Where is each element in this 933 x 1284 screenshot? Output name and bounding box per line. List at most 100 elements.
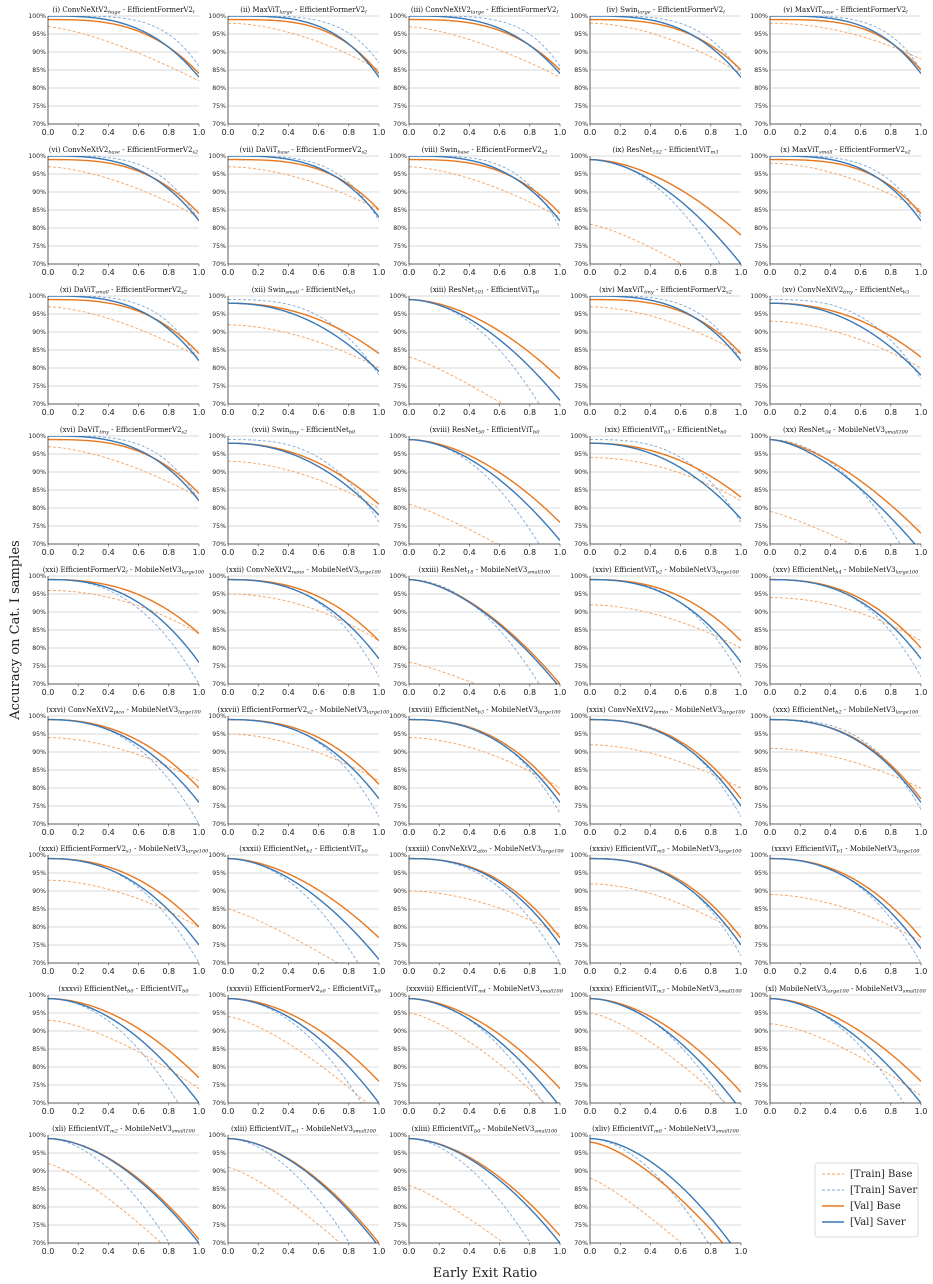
x-tick-label: 0.0	[222, 548, 235, 557]
subplot-title: (xviii) ResNet50 - EfficientViTb0	[430, 426, 541, 436]
series-line-val-base	[770, 302, 921, 358]
y-tick-label: 80%	[212, 785, 226, 792]
x-tick-label: 0.8	[342, 128, 355, 137]
y-tick-label: 90%	[574, 329, 588, 336]
series-group	[228, 857, 379, 963]
x-tick-label: 0.0	[584, 548, 597, 557]
y-tick-label: 70%	[212, 121, 226, 128]
series-line-train-base	[770, 747, 921, 789]
x-axis-label: Early Exit Ratio	[433, 1266, 538, 1281]
subplot-title: (iii) ConvNeXtV2large - EfficientFormerV…	[411, 6, 559, 16]
y-tick-label: 75%	[754, 663, 768, 670]
series-group	[770, 156, 921, 222]
x-tick-label: 0.2	[252, 408, 265, 417]
x-tick-label: 0.2	[794, 967, 807, 976]
series-line-val-saver	[228, 857, 379, 960]
x-tick-label: 1.0	[193, 128, 206, 137]
y-tick-label: 70%	[754, 1100, 768, 1107]
subplot-title: (xxx) EfficientNetb2 - MobileNetV3large1…	[773, 706, 919, 716]
legend-label: [Val] Saver	[850, 1217, 906, 1228]
y-tick-label: 70%	[393, 541, 407, 548]
y-tick-label: 85%	[574, 347, 588, 354]
y-tick-label: 85%	[212, 627, 226, 634]
subplot-13: (xiii) ResNet101 - EfficientViTb0 70% 75% 8…	[389, 286, 566, 417]
series-line-val-base	[409, 578, 560, 684]
series-line-val-saver	[409, 718, 560, 803]
y-tick-label: 95%	[393, 451, 407, 458]
x-tick-label: 0.6	[854, 1107, 867, 1116]
x-tick-label: 0.2	[614, 408, 627, 417]
y-tick-label: 80%	[754, 645, 768, 652]
y-tick-label: 75%	[393, 942, 407, 949]
x-tick-label: 0.6	[854, 128, 867, 137]
y-tick-label: 70%	[393, 261, 407, 268]
series-line-train-base	[590, 223, 683, 264]
x-tick-label: 0.6	[132, 268, 145, 277]
x-tick-label: 0.0	[764, 1107, 777, 1116]
y-tick-label: 90%	[393, 189, 407, 196]
y-tick-label: 90%	[754, 749, 768, 756]
y-tick-label: 80%	[393, 785, 407, 792]
y-tick-label: 100%	[389, 153, 407, 160]
x-tick-label: 0.4	[644, 967, 657, 976]
subplot-19: (xix) EfficientViTb3 - EfficientNetb0 70%…	[570, 426, 747, 557]
y-tick-label: 90%	[212, 469, 226, 476]
y-tick-label: 90%	[754, 329, 768, 336]
series-line-train-saver	[228, 858, 359, 963]
x-tick-label: 0.2	[252, 128, 265, 137]
series-group	[48, 16, 199, 82]
x-tick-label: 0.8	[884, 128, 897, 137]
x-tick-label: 0.4	[824, 268, 837, 277]
y-tick-label: 85%	[32, 347, 46, 354]
x-tick-label: 0.4	[463, 408, 476, 417]
y-tick-label: 90%	[574, 49, 588, 56]
y-tick-label: 70%	[393, 1240, 407, 1247]
x-tick-label: 0.2	[614, 1107, 627, 1116]
legend-label: [Train] Base	[850, 1169, 912, 1180]
y-tick-label: 80%	[754, 505, 768, 512]
y-tick-label: 95%	[393, 1150, 407, 1157]
x-tick-label: 0.8	[704, 128, 717, 137]
y-tick-label: 80%	[574, 225, 588, 232]
y-tick-label: 70%	[32, 1100, 46, 1107]
series-group	[770, 718, 921, 810]
subplot-title: (viii) Swinbase - EfficientFormerV2s2	[422, 146, 548, 156]
y-tick-label: 80%	[32, 225, 46, 232]
y-tick-label: 80%	[32, 505, 46, 512]
y-tick-label: 85%	[754, 767, 768, 774]
series-line-train-base	[228, 908, 339, 963]
y-tick-label: 95%	[754, 591, 768, 598]
series-group	[228, 718, 379, 818]
y-tick-label: 80%	[574, 85, 588, 92]
subplot-10: (x) MaxViTsmall - EfficientFormerV2s2 70%…	[750, 146, 927, 277]
y-tick-label: 90%	[754, 189, 768, 196]
y-tick-label: 95%	[574, 171, 588, 178]
y-tick-label: 95%	[754, 311, 768, 318]
y-tick-label: 75%	[32, 803, 46, 810]
x-tick-label: 0.8	[704, 828, 717, 837]
x-tick-label: 0.2	[433, 548, 446, 557]
series-line-val-saver	[770, 718, 921, 803]
y-tick-label: 90%	[574, 749, 588, 756]
series-line-train-saver	[409, 299, 540, 404]
series-line-train-saver	[409, 439, 540, 544]
x-tick-label: 0.6	[132, 1107, 145, 1116]
x-tick-label: 1.0	[915, 268, 928, 277]
y-tick-label: 95%	[393, 731, 407, 738]
y-tick-label: 75%	[574, 243, 588, 250]
series-group	[590, 578, 741, 678]
y-tick-label: 70%	[212, 401, 226, 408]
series-line-val-base	[48, 997, 199, 1079]
series-line-val-saver	[409, 857, 560, 946]
x-tick-label: 0.0	[764, 828, 777, 837]
series-line-val-base	[770, 438, 921, 534]
series-line-val-saver	[48, 1137, 199, 1243]
y-tick-label: 70%	[212, 960, 226, 967]
y-tick-label: 70%	[212, 1240, 226, 1247]
y-tick-label: 85%	[754, 906, 768, 913]
y-tick-label: 85%	[212, 487, 226, 494]
subplot-42: (xlii) EfficientViTm1 - MobileNetV3small…	[208, 1125, 385, 1256]
series-group	[409, 857, 560, 963]
series-line-val-base	[48, 438, 199, 495]
series-line-train-base	[770, 894, 921, 942]
